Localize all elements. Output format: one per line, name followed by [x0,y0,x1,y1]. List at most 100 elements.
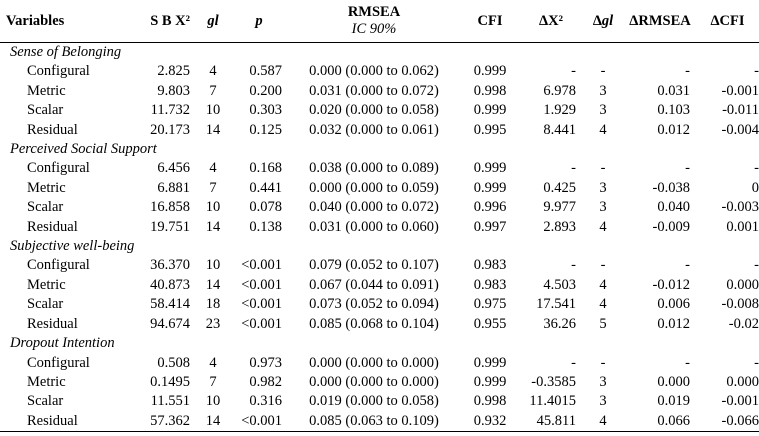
cell-delta-rmsea: 0.019 [657,393,690,410]
cell-sbx2: 6.881 [157,179,190,196]
cell-gl: 10 [205,199,221,216]
cell-p: 0.200 [249,82,282,99]
cell-cfi: 0.996 [473,199,507,216]
cell-cfi: 0.932 [473,412,507,429]
cell-delta-x2: - [571,354,576,371]
cell-delta-gl: 4 [599,121,607,138]
cell-rmsea: 0.000 (0.000 to 0.000) [309,373,439,390]
cell-delta-x2: - [571,257,576,274]
cell-p: 0.973 [249,354,282,371]
cell-delta-gl: 4 [599,276,607,293]
cell-delta-gl: 3 [599,199,607,216]
cell-rmsea: 0.079 (0.052 to 0.107) [309,257,439,274]
cell-delta-gl: - [600,63,606,80]
cell-p: <0.001 [241,257,282,274]
cell-delta-x2: 2.893 [543,218,576,235]
cell-gl: 7 [209,179,217,196]
header-delta-x2: ΔX² [539,12,563,29]
cell-rmsea: 0.073 (0.052 to 0.094) [309,296,439,313]
cell-delta-gl: 3 [599,373,607,390]
cell-delta-rmsea: 0.031 [657,82,690,99]
table-row: Scalar 11.551 10 0.316 0.019 (0.000 to 0.058… [0,392,759,411]
cell-delta-cfi: -0.02 [728,315,759,332]
cell-delta-x2: -0.3585 [531,373,576,390]
cell-rmsea: 0.000 (0.000 to 0.059) [309,179,439,196]
cell-delta-gl: 3 [599,102,607,119]
header-delta-cfi: ΔCFI [710,12,745,29]
cell-delta-cfi: -0.008 [721,296,759,313]
cell-delta-gl: - [600,160,606,177]
table-row: Residual 94.674 23 <0.001 0.085 (0.068 to 0.… [0,315,759,334]
cell-delta-x2: - [571,63,576,80]
cell-p: 0.168 [249,160,282,177]
cell-gl: 10 [205,393,221,410]
cell-delta-cfi: -0.004 [721,121,759,138]
table-row: Metric 9.803 7 0.200 0.031 (0.000 to 0.072) 0… [0,82,759,101]
cell-sbx2: 11.551 [150,393,190,410]
cell-delta-rmsea: 0.012 [657,315,690,332]
cell-gl: 4 [209,63,217,80]
cell-delta-rmsea: -0.012 [652,276,690,293]
cell-p: 0.138 [249,218,282,235]
cell-model: Scalar [27,199,64,216]
cell-model: Metric [27,82,66,99]
cell-delta-x2: 36.26 [543,315,576,332]
cell-p: <0.001 [241,296,282,313]
cell-gl: 14 [205,412,221,429]
cell-model: Residual [27,315,78,332]
cell-delta-cfi: -0.066 [721,412,759,429]
cell-sbx2: 19.751 [150,218,190,235]
cell-delta-x2: 4.503 [543,276,576,293]
cell-cfi: 0.999 [473,102,507,119]
cell-delta-cfi: -0.011 [722,102,759,119]
cell-p: 0.587 [249,63,282,80]
table-row: Metric 40.873 14 <0.001 0.067 (0.044 to 0.09… [0,276,759,295]
group-row: Subjective well-being [0,237,759,256]
cell-rmsea: 0.031 (0.000 to 0.060) [309,218,439,235]
cell-delta-x2: 6.978 [543,82,576,99]
cell-delta-x2: 1.929 [543,102,576,119]
header-rule [0,42,759,43]
cell-rmsea: 0.000 (0.000 to 0.000) [309,354,439,371]
cell-sbx2: 57.362 [150,412,190,429]
cell-model: Configural [27,354,90,371]
cell-rmsea: 0.067 (0.044 to 0.091) [309,276,439,293]
cell-delta-gl: 4 [599,296,607,313]
cell-delta-rmsea: 0.012 [657,121,690,138]
group-label: Subjective well-being [10,238,135,255]
cell-cfi: 0.999 [473,354,507,371]
cell-delta-cfi: 0.000 [726,276,759,293]
cell-delta-x2: 0.425 [543,179,576,196]
cell-model: Metric [27,276,66,293]
cell-cfi: 0.983 [473,276,507,293]
cell-delta-cfi: - [754,63,759,80]
cell-rmsea: 0.085 (0.068 to 0.104) [309,315,439,332]
cell-p: 0.982 [249,373,282,390]
cell-rmsea: 0.085 (0.063 to 0.109) [309,412,439,429]
cell-delta-gl: 3 [599,82,607,99]
cell-delta-gl: - [600,257,606,274]
cell-rmsea: 0.000 (0.000 to 0.062) [309,63,439,80]
cell-p: 0.078 [249,199,282,216]
table-row: Metric 0.1495 7 0.982 0.000 (0.000 to 0.000)… [0,373,759,392]
cell-delta-gl: 4 [599,218,607,235]
group-label: Dropout Intention [10,335,115,352]
cell-delta-gl: 3 [599,179,607,196]
cell-delta-rmsea: -0.038 [652,179,690,196]
header-delta-rmsea: ΔRMSEA [629,12,691,29]
cell-sbx2: 20.173 [150,121,190,138]
cell-delta-cfi: -0.001 [721,82,759,99]
cell-delta-rmsea: - [685,354,690,371]
table-row: Residual 20.173 14 0.125 0.032 (0.000 to 0.0… [0,121,759,140]
cell-gl: 18 [205,296,221,313]
header-gl: gl [207,12,219,29]
cell-rmsea: 0.019 (0.000 to 0.058) [309,393,439,410]
header-delta-symbol: Δ [592,12,602,29]
bottom-rule [0,431,759,433]
cell-gl: 10 [205,102,221,119]
cell-sbx2: 6.456 [157,160,190,177]
cell-p: <0.001 [241,276,282,293]
header-sbx2: S B X² [150,12,190,29]
table-row: Scalar 16.858 10 0.078 0.040 (0.000 to 0.072… [0,198,759,217]
